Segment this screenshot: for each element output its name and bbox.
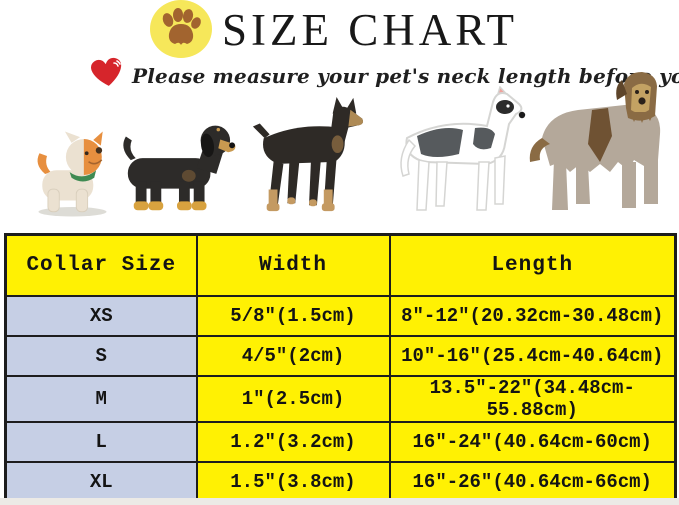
width-value: 1"(2.5cm) <box>195 375 391 423</box>
col-header-collar-size: Collar Size <box>4 233 198 297</box>
table-row-xs: XS 5/8"(1.5cm) 8"-12"(20.32cm-30.48cm) <box>4 295 677 337</box>
collar-size-table: Collar Size Width Length XS 5/8"(1.5cm) … <box>4 233 677 504</box>
dog-size-lineup <box>0 60 679 225</box>
width-value: 5/8"(1.5cm) <box>195 295 391 337</box>
size-value: XL <box>4 461 198 504</box>
table-header-row: Collar Size Width Length <box>4 233 677 297</box>
table-row-s: S 4/5"(2cm) 10"-16"(25.4cm-40.64cm) <box>4 335 677 377</box>
dog-m-doberman-illustration <box>252 96 363 212</box>
bottom-margin-strip <box>0 498 679 505</box>
dog-xl-shaggy-illustration <box>529 72 661 210</box>
table-row-l: L 1.2"(3.2cm) 16"-24"(40.64cm-60cm) <box>4 421 677 463</box>
length-value: 16"-26"(40.64cm-66cm) <box>388 461 677 504</box>
width-value: 4/5"(2cm) <box>195 335 391 377</box>
heart-icon <box>90 57 124 94</box>
length-value: 13.5"-22"(34.48cm-55.88cm) <box>388 375 677 423</box>
table-row-m: M 1"(2.5cm) 13.5"-22"(34.48cm-55.88cm) <box>4 375 677 423</box>
col-header-length: Length <box>388 233 677 297</box>
dog-s-dachshund-illustration <box>123 125 236 211</box>
paw-icon <box>150 0 212 58</box>
table-row-xl: XL 1.5"(3.8cm) 16"-26"(40.64cm-66cm) <box>4 461 677 504</box>
length-value: 16"-24"(40.64cm-60cm) <box>388 421 677 463</box>
width-value: 1.2"(3.2cm) <box>195 421 391 463</box>
page-title: SIZE CHART <box>222 5 519 55</box>
measure-note: Please measure your pet's neck length be… <box>90 57 679 94</box>
size-value: S <box>4 335 198 377</box>
width-value: 1.5"(3.8cm) <box>195 461 391 504</box>
size-value: M <box>4 375 198 423</box>
length-value: 8"-12"(20.32cm-30.48cm) <box>388 295 677 337</box>
dog-xs-puppy-illustration <box>37 131 107 217</box>
col-header-width: Width <box>195 233 391 297</box>
dog-l-pointer-illustration <box>400 86 526 211</box>
length-value: 10"-16"(25.4cm-40.64cm) <box>388 335 677 377</box>
header: SIZE CHART <box>0 0 679 60</box>
measure-note-text: Please measure your pet's neck length be… <box>132 63 679 88</box>
size-value: L <box>4 421 198 463</box>
size-value: XS <box>4 295 198 337</box>
